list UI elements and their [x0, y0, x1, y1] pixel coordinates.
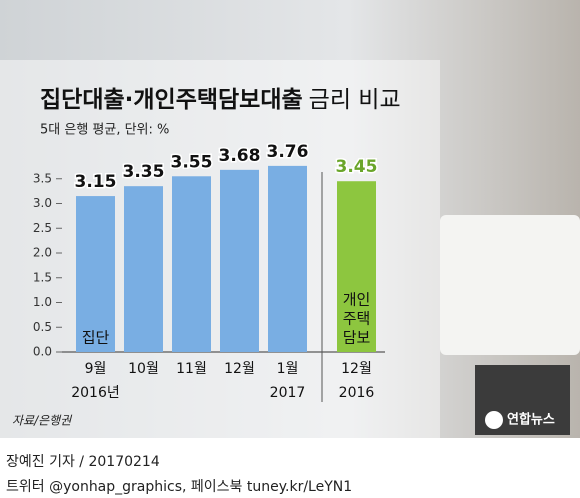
logo: 연합뉴스	[507, 412, 555, 428]
y-tick-label: 3.5	[33, 171, 52, 185]
photo-sign	[440, 215, 580, 355]
value-label: 3.68	[219, 146, 261, 166]
x-tick-label: 10월	[128, 361, 159, 377]
x-tick-label: 12월	[341, 361, 372, 377]
year-label: 2017	[270, 385, 306, 401]
x-tick-label: 9월	[85, 361, 107, 377]
x-tick-label: 12월	[224, 361, 255, 377]
bar	[124, 186, 163, 352]
bar	[220, 169, 259, 352]
x-tick-label: 1월	[277, 361, 299, 377]
chart-title: 집단대출·개인주택담보대출 금리 비교	[40, 87, 401, 113]
y-tick-label: 1.0	[33, 295, 52, 309]
bar	[268, 165, 307, 352]
value-label: 3.35	[123, 162, 165, 182]
bar-label: 담보	[343, 329, 371, 347]
bar	[76, 196, 115, 352]
social: 트위터 @yonhap_graphics, 페이스북 tuney.kr/LeYN…	[6, 479, 352, 495]
value-label: 3.15	[75, 172, 117, 192]
bar-label: 개인	[343, 291, 371, 309]
y-tick-label: 0.0	[33, 345, 52, 359]
year-label: 2016년	[71, 385, 120, 401]
value-label: 3.76	[267, 142, 309, 162]
value-label: 3.45	[336, 157, 378, 177]
x-tick-label: 11월	[176, 361, 207, 377]
byline: 장예진 기자 / 20170214	[6, 454, 160, 470]
value-label: 3.55	[171, 152, 213, 172]
bar	[172, 176, 211, 352]
bar	[337, 181, 376, 352]
y-tick-label: 0.5	[33, 320, 52, 334]
y-tick-label: 2.0	[33, 246, 52, 260]
bar-label: 주택	[343, 310, 371, 328]
year-label: 2016	[339, 385, 375, 401]
chart-subtitle: 5대 은행 평균, 단위: %	[40, 122, 169, 138]
y-tick-label: 1.5	[33, 270, 52, 284]
source: 자료/은행권	[12, 414, 73, 428]
y-tick-label: 3.0	[33, 196, 52, 210]
bar-label: 집단	[82, 329, 110, 347]
y-tick-label: 2.5	[33, 221, 52, 235]
logo-icon	[485, 411, 503, 429]
